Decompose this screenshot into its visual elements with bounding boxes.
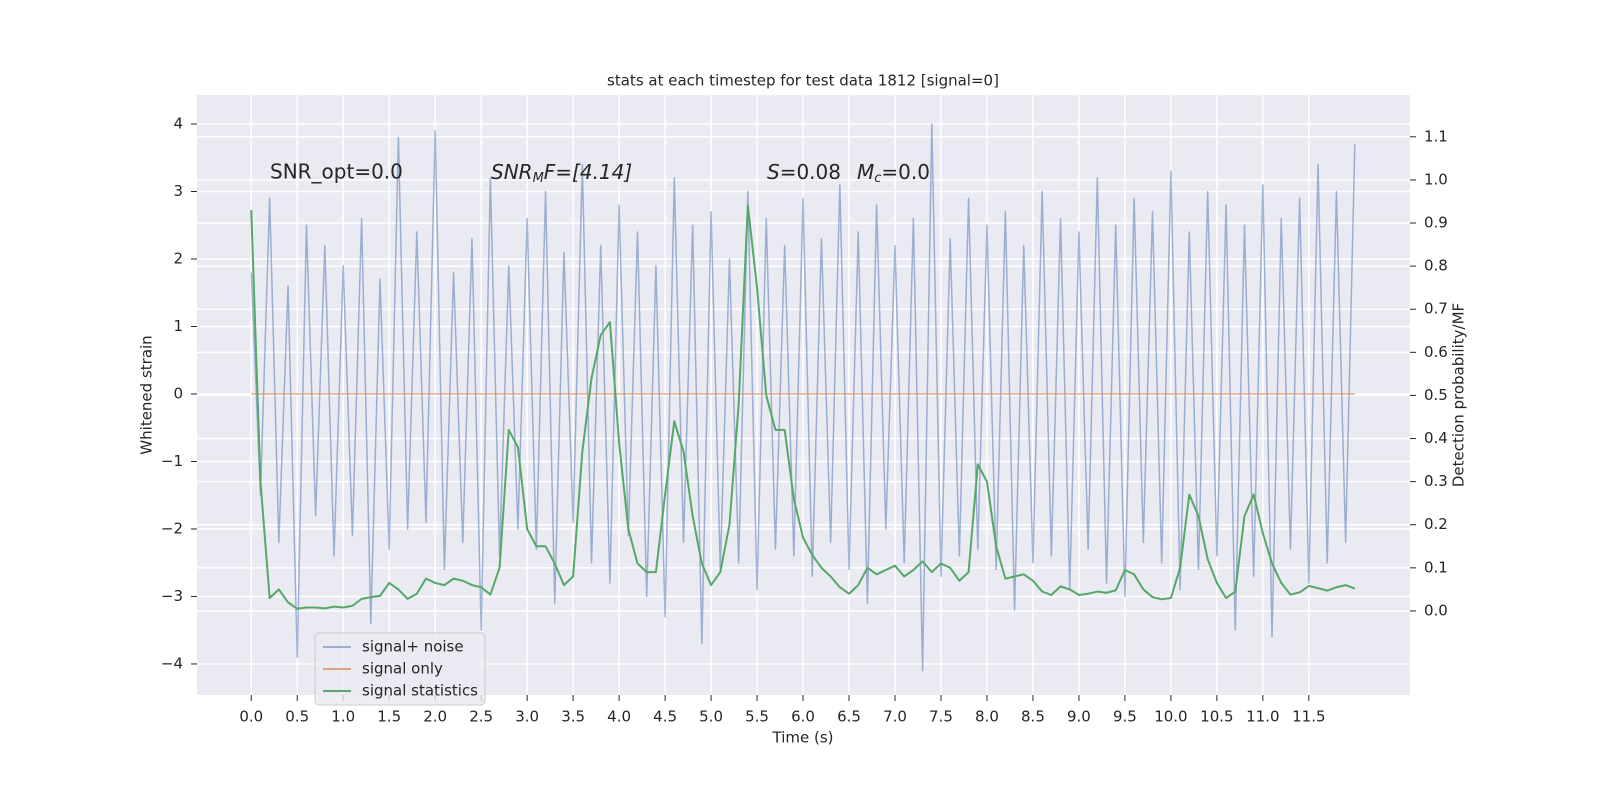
x-tick-label: 5.0	[699, 708, 723, 726]
x-tick-label: 4.0	[607, 708, 631, 726]
y2-tick-label: 0.1	[1424, 558, 1448, 576]
annotation: S=0.08 Mc=0.0	[767, 160, 930, 186]
x-tick-label: 0.0	[239, 708, 263, 726]
annotation-part: =0.08	[780, 160, 841, 184]
axes: 0.0 0.5 1.0 1.5 2.0 2.5 3.0 3.5 4.0 4.5 5.0 5.5 6.0 6…	[161, 115, 1448, 726]
x-tick-label: 2.5	[469, 708, 493, 726]
x-tick-label: 11.0	[1246, 708, 1279, 726]
annotation-part: M	[857, 160, 874, 184]
legend: signal+ noise signal only signal statistic…	[314, 632, 486, 706]
x-tick-label: 8.5	[1021, 708, 1045, 726]
y2-tick-label: 0.3	[1424, 472, 1448, 490]
data-line	[250, 204, 1356, 610]
x-tick-label: 5.5	[745, 708, 769, 726]
y2-tick-label: 0.0	[1424, 601, 1448, 619]
annotation-part: F=[4.14]	[544, 160, 632, 184]
x-tick-label: 6.0	[791, 708, 815, 726]
y2-tick-label: 0.2	[1424, 515, 1448, 533]
y-tick-label: 2	[173, 250, 183, 268]
x-tick-label: 7.5	[929, 708, 953, 726]
y-tick-label: 4	[173, 115, 183, 133]
annotation-part: M	[533, 171, 544, 186]
legend-label: signal only	[362, 660, 443, 678]
x-tick-label: 11.5	[1292, 708, 1325, 726]
y2-tick-label: 0.9	[1424, 214, 1448, 232]
x-tick-label: 10.5	[1200, 708, 1233, 726]
y-tick-label: −3	[161, 587, 183, 605]
annotation-part: c	[874, 171, 881, 186]
x-tick-label: 8.0	[975, 708, 999, 726]
x-tick-label: 0.5	[285, 708, 309, 726]
y-tick-label: 1	[173, 317, 183, 335]
y-tick-label: 0	[173, 384, 183, 402]
y2-tick-label: 0.7	[1424, 300, 1448, 318]
x-tick-label: 3.0	[515, 708, 539, 726]
y2-axis-label: Detection probability/MF	[1450, 303, 1468, 487]
x-tick-label: 1.5	[377, 708, 401, 726]
annotation: SNR_opt=0.0	[270, 160, 403, 184]
x-tick-label: 6.5	[837, 708, 861, 726]
annotation-part: S	[767, 160, 780, 184]
y-tick-label: −4	[161, 654, 183, 672]
legend-label: signal statistics	[362, 682, 478, 700]
y2-tick-label: 0.5	[1424, 386, 1448, 404]
x-tick-label: 7.0	[883, 708, 907, 726]
x-tick-label: 9.0	[1067, 708, 1091, 726]
x-tick-label: 4.5	[653, 708, 677, 726]
legend-box	[314, 632, 486, 706]
chart-title: stats at each timestep for test data 181…	[607, 72, 999, 90]
y2-tick-label: 1.0	[1424, 170, 1448, 188]
annotation-part: SNR	[491, 160, 533, 184]
y2-tick-label: 0.8	[1424, 257, 1448, 275]
y-tick-label: −2	[161, 519, 183, 537]
annotation: SNRMF=[4.14]	[491, 160, 632, 186]
data-line	[250, 123, 1356, 672]
y2-tick-label: 1.1	[1424, 127, 1448, 145]
x-tick-label: 3.5	[561, 708, 585, 726]
x-tick-label: 2.0	[423, 708, 447, 726]
x-axis-label: Time (s)	[772, 729, 834, 747]
annotation-part: =0.0	[881, 160, 930, 184]
y2-tick-label: 0.4	[1424, 429, 1448, 447]
y-tick-label: −1	[161, 452, 183, 470]
marks	[250, 123, 1356, 672]
x-tick-label: 10.0	[1154, 708, 1187, 726]
x-tick-label: 1.0	[331, 708, 355, 726]
y-tick-label: 3	[173, 182, 183, 200]
legend-label: signal+ noise	[362, 638, 464, 656]
x-tick-label: 9.5	[1113, 708, 1137, 726]
y-axis-label: Whitened strain	[138, 335, 156, 454]
y2-tick-label: 0.6	[1424, 343, 1448, 361]
